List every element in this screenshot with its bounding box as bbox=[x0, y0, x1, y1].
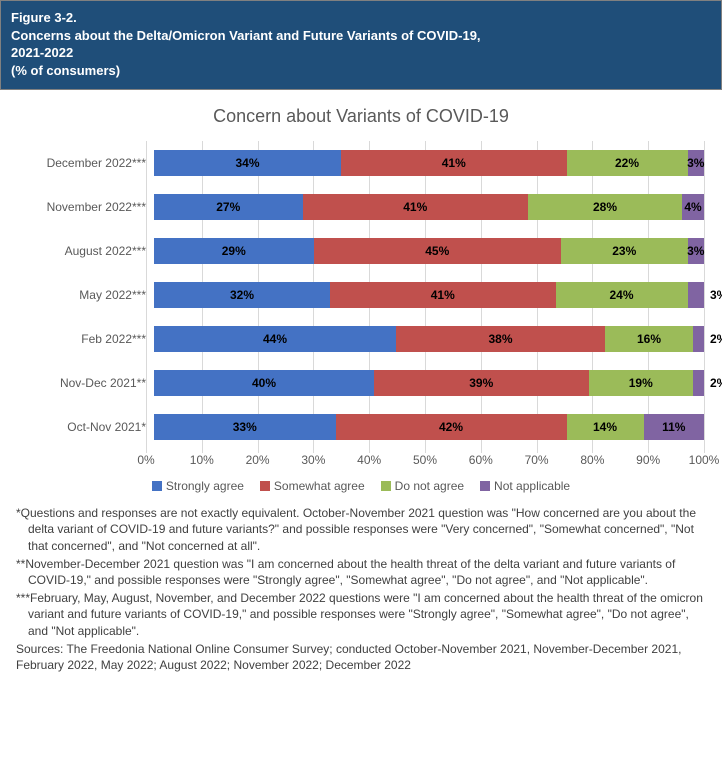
legend-label: Somewhat agree bbox=[274, 479, 365, 493]
footnotes: *Questions and responses are not exactly… bbox=[0, 497, 722, 687]
grid-line bbox=[704, 141, 705, 453]
bar-segment-strongly: 40% bbox=[154, 370, 374, 396]
legend-item-donot: Do not agree bbox=[381, 479, 464, 493]
x-tick: 80% bbox=[580, 453, 604, 467]
bar-segment-strongly: 29% bbox=[154, 238, 314, 264]
chart-plot-area: December 2022***34%41%22%3%November 2022… bbox=[18, 141, 704, 449]
bar-segment-na: 3% bbox=[688, 238, 705, 264]
bar-area: 33%42%14%11% bbox=[154, 405, 704, 449]
bar-segment-somewhat: 42% bbox=[336, 414, 567, 440]
bar-segment-somewhat: 38% bbox=[396, 326, 605, 352]
row-label: May 2022*** bbox=[18, 288, 154, 302]
chart-row: Oct-Nov 2021*33%42%14%11% bbox=[18, 405, 704, 449]
x-axis: 0%10%20%30%40%50%60%70%80%90%100% bbox=[18, 451, 704, 471]
x-tick: 50% bbox=[413, 453, 437, 467]
legend-item-somewhat: Somewhat agree bbox=[260, 479, 365, 493]
row-label: Oct-Nov 2021* bbox=[18, 420, 154, 434]
row-label: November 2022*** bbox=[18, 200, 154, 214]
bar-area: 44%38%16%2% bbox=[154, 317, 704, 361]
bar-segment-somewhat: 41% bbox=[341, 150, 567, 176]
bar-area: 32%41%24%3% bbox=[154, 273, 704, 317]
header-line2: Concerns about the Delta/Omicron Variant… bbox=[11, 27, 711, 45]
bar-segment-na: 4% bbox=[682, 194, 704, 220]
x-axis-ticks: 0%10%20%30%40%50%60%70%80%90%100% bbox=[146, 451, 704, 471]
stacked-bar: 40%39%19%2% bbox=[154, 370, 704, 396]
figure-header: Figure 3-2. Concerns about the Delta/Omi… bbox=[0, 0, 722, 90]
stacked-bar: 27%41%28%4% bbox=[154, 194, 704, 220]
header-line3: 2021-2022 bbox=[11, 44, 711, 62]
chart-row: May 2022***32%41%24%3% bbox=[18, 273, 704, 317]
bar-segment-strongly: 34% bbox=[154, 150, 341, 176]
bar-segment-strongly: 44% bbox=[154, 326, 396, 352]
stacked-bar: 33%42%14%11% bbox=[154, 414, 704, 440]
x-tick: 0% bbox=[137, 453, 154, 467]
bar-segment-donot: 22% bbox=[567, 150, 688, 176]
bar-segment-na: 11% bbox=[644, 414, 705, 440]
legend-label: Not applicable bbox=[494, 479, 570, 493]
x-tick: 60% bbox=[469, 453, 493, 467]
chart-legend: Strongly agree Somewhat agree Do not agree… bbox=[18, 479, 704, 493]
legend-item-strongly: Strongly agree bbox=[152, 479, 244, 493]
bar-segment-strongly: 27% bbox=[154, 194, 303, 220]
footnote-sources: Sources: The Freedonia National Online C… bbox=[16, 641, 706, 673]
bar-segment-somewhat: 39% bbox=[374, 370, 589, 396]
header-line1: Figure 3-2. bbox=[11, 9, 711, 27]
chart-row: December 2022***34%41%22%3% bbox=[18, 141, 704, 185]
bar-area: 40%39%19%2% bbox=[154, 361, 704, 405]
legend-swatch bbox=[260, 481, 270, 491]
bar-segment-somewhat: 41% bbox=[330, 282, 556, 308]
bar-segment-na bbox=[688, 282, 705, 308]
footnote-2: **November-December 2021 question was "I… bbox=[16, 556, 706, 588]
stacked-bar: 34%41%22%3% bbox=[154, 150, 704, 176]
legend-swatch bbox=[152, 481, 162, 491]
bar-value-outside: 3% bbox=[710, 288, 722, 302]
bar-segment-somewhat: 41% bbox=[303, 194, 529, 220]
legend-swatch bbox=[480, 481, 490, 491]
bar-area: 29%45%23%3% bbox=[154, 229, 704, 273]
legend-label: Do not agree bbox=[395, 479, 464, 493]
bar-value-outside: 2% bbox=[710, 332, 722, 346]
bar-segment-na bbox=[693, 370, 704, 396]
bar-segment-donot: 19% bbox=[589, 370, 694, 396]
chart-row: Feb 2022***44%38%16%2% bbox=[18, 317, 704, 361]
footnote-3: ***February, May, August, November, and … bbox=[16, 590, 706, 639]
stacked-bar: 29%45%23%3% bbox=[154, 238, 704, 264]
x-tick: 100% bbox=[689, 453, 720, 467]
x-tick: 30% bbox=[301, 453, 325, 467]
chart-container: Concern about Variants of COVID-19 Decem… bbox=[0, 90, 722, 497]
chart-row: Nov-Dec 2021**40%39%19%2% bbox=[18, 361, 704, 405]
row-label: Nov-Dec 2021** bbox=[18, 376, 154, 390]
legend-item-na: Not applicable bbox=[480, 479, 570, 493]
x-tick: 20% bbox=[246, 453, 270, 467]
bar-value-outside: 2% bbox=[710, 376, 722, 390]
header-line4: (% of consumers) bbox=[11, 62, 711, 80]
x-tick: 90% bbox=[636, 453, 660, 467]
row-label: August 2022*** bbox=[18, 244, 154, 258]
chart-row: November 2022***27%41%28%4% bbox=[18, 185, 704, 229]
legend-swatch bbox=[381, 481, 391, 491]
x-tick: 70% bbox=[525, 453, 549, 467]
bar-segment-strongly: 32% bbox=[154, 282, 330, 308]
bar-segment-na bbox=[693, 326, 704, 352]
legend-label: Strongly agree bbox=[166, 479, 244, 493]
bar-area: 27%41%28%4% bbox=[154, 185, 704, 229]
bar-segment-strongly: 33% bbox=[154, 414, 336, 440]
bar-segment-donot: 24% bbox=[556, 282, 688, 308]
x-tick: 10% bbox=[190, 453, 214, 467]
x-tick: 40% bbox=[357, 453, 381, 467]
chart-row: August 2022***29%45%23%3% bbox=[18, 229, 704, 273]
bar-segment-donot: 16% bbox=[605, 326, 693, 352]
stacked-bar: 32%41%24%3% bbox=[154, 282, 704, 308]
bar-area: 34%41%22%3% bbox=[154, 141, 704, 185]
bar-segment-somewhat: 45% bbox=[314, 238, 562, 264]
row-label: Feb 2022*** bbox=[18, 332, 154, 346]
chart-title: Concern about Variants of COVID-19 bbox=[18, 106, 704, 127]
bar-segment-donot: 14% bbox=[567, 414, 644, 440]
bar-segment-donot: 28% bbox=[528, 194, 682, 220]
footnote-1: *Questions and responses are not exactly… bbox=[16, 505, 706, 554]
bar-segment-donot: 23% bbox=[561, 238, 688, 264]
bar-segment-na: 3% bbox=[688, 150, 705, 176]
stacked-bar: 44%38%16%2% bbox=[154, 326, 704, 352]
row-label: December 2022*** bbox=[18, 156, 154, 170]
